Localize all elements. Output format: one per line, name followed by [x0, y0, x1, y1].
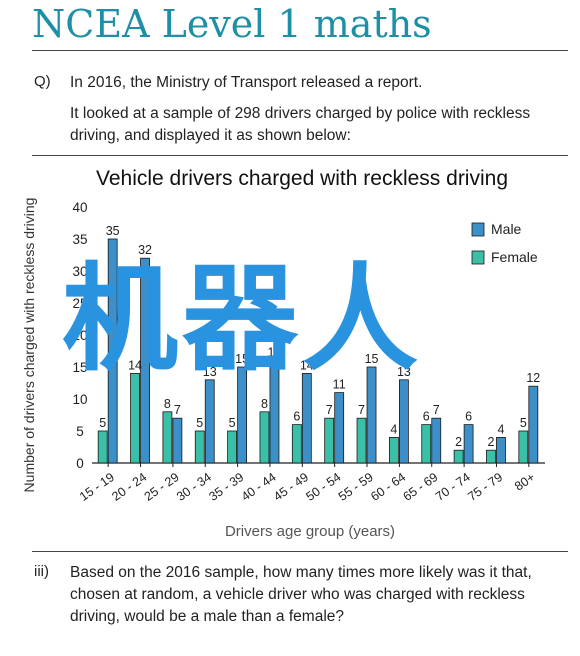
data-label-male: 11 [333, 378, 346, 392]
x-tick-label: 35 - 39 [206, 470, 246, 504]
x-tick-label: 60 - 64 [368, 470, 408, 504]
data-label-female: 7 [326, 403, 333, 417]
data-label-female: 2 [455, 435, 462, 449]
x-tick-label: 20 - 24 [109, 470, 149, 504]
bar-male [463, 424, 474, 464]
chart-top-divider [32, 155, 568, 156]
x-tick-label: 65 - 69 [401, 470, 441, 504]
bar-male [334, 392, 345, 464]
legend-label-male: Male [491, 221, 522, 237]
data-label-female: 6 [293, 410, 300, 424]
bar-female [388, 436, 399, 464]
data-label-female: 8 [164, 397, 171, 411]
x-tick-label: 25 - 29 [142, 470, 182, 504]
bar-female [130, 372, 140, 464]
y-tick-label: 20 [72, 328, 87, 343]
bar-female [518, 430, 529, 464]
bar-female [291, 424, 302, 464]
bar-male [496, 436, 506, 464]
data-label-male: 15 [365, 352, 379, 366]
bar-male [366, 366, 377, 464]
x-tick-label: 80+ [512, 470, 537, 494]
data-label-female: 7 [358, 403, 365, 417]
y-tick-label: 15 [72, 360, 87, 375]
x-tick-label: 75 - 79 [465, 470, 505, 504]
bar-female [324, 417, 335, 464]
bar-male [528, 385, 539, 464]
bar-male [107, 238, 118, 464]
y-tick-label: 5 [76, 424, 84, 439]
data-label-female: 8 [261, 397, 268, 411]
bar-male [172, 417, 183, 464]
data-label-male: 4 [497, 422, 504, 436]
y-tick-label: 25 [72, 296, 87, 311]
x-tick-label: 70 - 74 [433, 470, 473, 504]
x-tick-label: 15 - 19 [77, 470, 117, 504]
chart-bottom-divider [32, 551, 568, 552]
legend-swatch-male [471, 222, 485, 237]
y-tick-label: 30 [72, 264, 87, 279]
bar-female [259, 411, 270, 464]
bar-male [269, 360, 280, 464]
data-label-male: 15 [235, 352, 249, 366]
question-label: Q) [34, 73, 51, 90]
legend-swatch-female [471, 250, 485, 265]
data-label-male: 14 [300, 358, 314, 372]
data-label-male: 6 [465, 410, 472, 424]
y-axis-label: Number of drivers charged with reckless … [21, 198, 37, 493]
data-label-female: 5 [520, 416, 527, 430]
bar-female [194, 430, 205, 464]
y-tick-label: 35 [72, 232, 87, 247]
x-tick-label: 50 - 54 [303, 470, 343, 504]
bar-female [421, 424, 432, 464]
data-label-female: 6 [423, 410, 430, 424]
bar-chart: Vehicle drivers charged with reckless dr… [21, 167, 545, 540]
header-divider [32, 50, 568, 51]
question-intro: In 2016, the Ministry of Transport relea… [70, 74, 423, 91]
question-description: It looked at a sample of 298 drivers cha… [70, 105, 531, 144]
question-iii-label: iii) [34, 563, 49, 580]
data-label-male: 13 [203, 365, 217, 379]
data-label-female: 2 [487, 435, 494, 449]
bar-male [398, 379, 409, 464]
watermark-overlay: 机器人 [62, 252, 422, 387]
x-tick-label: 40 - 44 [239, 470, 279, 504]
x-tick-label: 45 - 49 [271, 470, 311, 504]
bar-female [453, 449, 464, 464]
data-label-female: 5 [229, 416, 236, 430]
data-label-male: 16 [268, 346, 282, 360]
data-label-female: 14 [128, 358, 142, 372]
x-tick-label: 30 - 34 [174, 470, 214, 504]
bar-male [140, 257, 150, 464]
bar-male [237, 366, 248, 464]
data-label-male: 12 [526, 371, 540, 385]
y-tick-label: 40 [72, 200, 87, 215]
bar-female [227, 430, 238, 464]
data-label-male: 35 [106, 224, 120, 238]
bar-male [431, 417, 442, 464]
data-label-female: 5 [196, 416, 203, 430]
data-label-male: 7 [433, 403, 440, 417]
data-label-male: 7 [174, 403, 181, 417]
bar-female [486, 449, 496, 464]
bar-female [162, 411, 173, 464]
bar-female [356, 417, 367, 464]
y-tick-label: 0 [76, 456, 84, 471]
bar-male [204, 379, 215, 464]
bar-female [97, 430, 108, 464]
data-label-male: 32 [138, 243, 152, 257]
data-label-male: 13 [397, 365, 411, 379]
data-label-female: 4 [390, 422, 397, 436]
y-tick-label: 10 [72, 392, 87, 407]
x-axis-label: Drivers age group (years) [225, 523, 395, 540]
x-tick-label: 55 - 59 [336, 470, 376, 504]
page-title: NCEA Level 1 maths [32, 2, 432, 46]
bar-male [301, 372, 312, 464]
legend-label-female: Female [491, 249, 538, 265]
chart-title: Vehicle drivers charged with reckless dr… [96, 167, 508, 190]
data-label-female: 5 [99, 416, 106, 430]
question-iii-text: Based on the 2016 sample, how many times… [70, 564, 532, 625]
